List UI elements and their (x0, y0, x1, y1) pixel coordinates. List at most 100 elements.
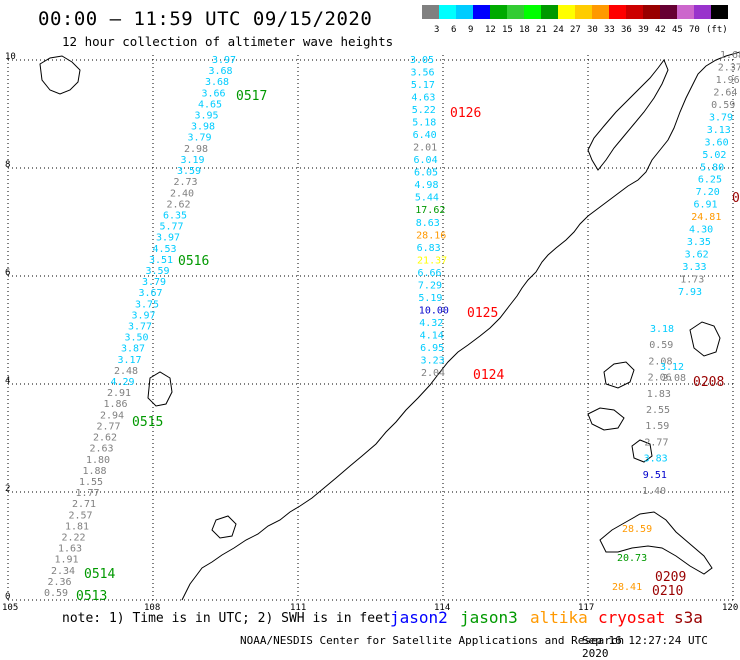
wave-height-value: 5.44 (415, 193, 439, 204)
wave-height-value: 28.16 (416, 230, 446, 241)
satellite-cryosat: cryosat (598, 608, 666, 627)
time-tag: 0514 (84, 567, 115, 582)
coastline-island-south (211, 515, 237, 539)
wave-height-value: 1.59 (645, 421, 669, 432)
wave-height-value: 2.34 (51, 566, 75, 577)
legend-label: 9 (468, 25, 474, 35)
wave-height-value: 1.80 (86, 455, 110, 466)
legend-label: 36 (621, 25, 632, 35)
coastline-island-right (689, 321, 721, 357)
legend-swatch (473, 5, 490, 19)
wave-height-value: 5.02 (702, 150, 726, 161)
satellite-altika: altika (530, 608, 588, 627)
wave-height-value: 2.57 (69, 510, 93, 521)
legend-label: (ft) (706, 25, 728, 35)
wave-height-value: 2.08 (662, 373, 686, 384)
wave-height-value: 5.17 (411, 80, 435, 91)
wave-height-value: 17.62 (415, 205, 445, 216)
coastline-mainland (439, 51, 740, 373)
wave-height-value: 3.50 (125, 333, 149, 344)
coastline-island-north (587, 58, 669, 171)
legend-label: 12 (485, 25, 496, 35)
lat-label-10: 10 (5, 52, 16, 62)
wave-height-value: 5.77 (160, 222, 184, 233)
wave-height-value: 3.83 (644, 454, 668, 465)
wave-height-value: 1.77 (76, 488, 100, 499)
wave-height-value: 0.59 (649, 340, 673, 351)
wave-height-value: 1.40 (642, 486, 666, 497)
lon-label-120: 120 (722, 603, 739, 613)
wave-height-value: 2.22 (62, 532, 86, 543)
wave-height-value: 2.71 (72, 499, 96, 510)
time-tag: 0124 (473, 368, 504, 383)
wave-height-value: 20.73 (617, 553, 647, 564)
time-tags: 0517 0516 0515 0514 0513 0126 0125 0124 0208 0209… (76, 89, 740, 604)
wave-height-value: 1.91 (55, 555, 79, 566)
wave-height-value: 3.98 (191, 122, 215, 133)
wave-height-value: 3.51 (149, 255, 173, 266)
wave-height-value: 2.64 (713, 87, 737, 98)
lon-label-108: 108 (144, 603, 161, 613)
wave-height-value: 4.29 (111, 377, 135, 388)
satellite-jason3: jason3 (460, 608, 518, 627)
legend-label: 6 (451, 25, 457, 35)
lon-label-114: 114 (434, 603, 451, 613)
wave-height-value: 4.14 (420, 330, 444, 341)
coastline-mainland-lower (181, 371, 441, 601)
wave-height-value: 28.41 (612, 582, 642, 593)
legend-label: 33 (604, 25, 615, 35)
wave-height-value: 24.81 (691, 212, 721, 223)
legend-label: 27 (570, 25, 581, 35)
legend-swatch (592, 5, 609, 19)
legend-swatch (439, 5, 456, 19)
time-tag: 0209 (655, 570, 686, 585)
wave-height-value: 6.83 (417, 243, 441, 254)
wave-height-value: 3.13 (707, 125, 731, 136)
coastline-island-east-2 (587, 407, 625, 431)
legend-label: 24 (553, 25, 564, 35)
wave-height-value: 4.98 (414, 180, 438, 191)
map-title: 00:00 – 11:59 UTC 09/15/2020 (38, 8, 373, 30)
wave-height-value: 2.36 (48, 577, 72, 588)
wave-height-value: 3.59 (177, 166, 201, 177)
wave-height-value: 7.93 (678, 287, 702, 298)
wave-height-value: 0.59 (711, 100, 735, 111)
legend-label: 15 (502, 25, 513, 35)
satellite-s3a: s3a (674, 608, 703, 627)
legend-swatch (694, 5, 711, 19)
wave-height-value: 1.83 (647, 389, 671, 400)
coastline-island-east-1 (603, 361, 635, 389)
legend-swatch (660, 5, 677, 19)
wave-height-value: 3.68 (209, 66, 233, 77)
coastline (39, 51, 740, 601)
legend-label: 45 (672, 25, 683, 35)
wave-height-value: 1.63 (58, 544, 82, 555)
wave-height-value: 3.23 (421, 355, 445, 366)
time-tag: 0126 (450, 106, 481, 121)
wave-height-value: 2.63 (90, 444, 114, 455)
legend-swatch (490, 5, 507, 19)
legend-swatch (558, 5, 575, 19)
wave-height-value: 4.32 (419, 318, 443, 329)
lon-label-117: 117 (578, 603, 595, 613)
wave-height-value: 7.20 (696, 187, 720, 198)
legend-swatch (677, 5, 694, 19)
legend-swatch (422, 5, 439, 19)
wave-height-value: 5.19 (418, 293, 442, 304)
wave-height-value: 3.97 (212, 55, 236, 66)
wave-height-value: 5.18 (412, 118, 436, 129)
legend-label: 70 (689, 25, 700, 35)
footnote: note: 1) Time is in UTC; 2) SWH is in fe… (62, 611, 391, 626)
wave-height-value: 2.73 (174, 177, 198, 188)
lat-label-2: 2 (5, 484, 11, 494)
wave-height-value: 2.62 (93, 433, 117, 444)
wave-height-value: 2.98 (184, 144, 208, 155)
wave-height-value: 3.79 (142, 277, 166, 288)
legend-label: 3 (434, 25, 440, 35)
legend-swatch (575, 5, 592, 19)
wave-height-value: 4.65 (198, 99, 222, 110)
time-tag: 0515 (132, 415, 163, 430)
legend-swatch (643, 5, 660, 19)
legend-swatch (609, 5, 626, 19)
